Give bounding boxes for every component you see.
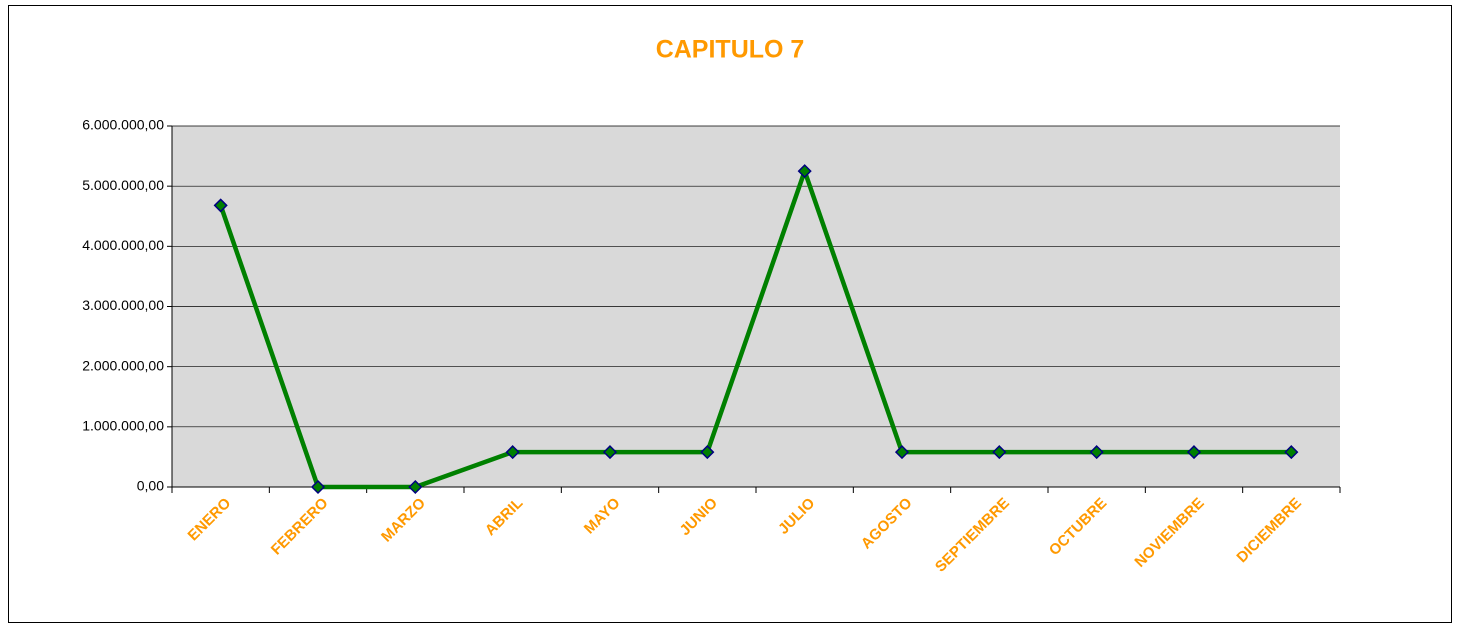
y-tick-label: 1.000.000,00 bbox=[82, 418, 164, 434]
data-marker bbox=[992, 445, 1007, 460]
data-marker bbox=[1284, 445, 1299, 460]
data-marker bbox=[310, 479, 326, 495]
data-marker bbox=[505, 445, 520, 460]
chart-title: CAPITULO 7 bbox=[656, 36, 805, 64]
y-tick-label: 0,00 bbox=[137, 478, 164, 494]
y-tick-label: 2.000.000,00 bbox=[82, 357, 164, 373]
data-marker bbox=[1186, 445, 1202, 460]
y-tick-label: 4.000.000,00 bbox=[82, 237, 164, 253]
data-marker bbox=[894, 445, 910, 460]
data-marker bbox=[700, 445, 715, 460]
data-line bbox=[218, 168, 1292, 490]
y-tick-label: 5.000.000,00 bbox=[82, 177, 164, 193]
data-marker bbox=[213, 198, 228, 213]
y-tick-label: 3.000.000,00 bbox=[82, 297, 164, 313]
data-marker bbox=[1089, 445, 1104, 460]
data-marker bbox=[797, 164, 812, 179]
data-marker bbox=[408, 479, 423, 495]
y-tick-label: 6.000.000,00 bbox=[82, 117, 164, 133]
data-marker bbox=[602, 445, 618, 460]
